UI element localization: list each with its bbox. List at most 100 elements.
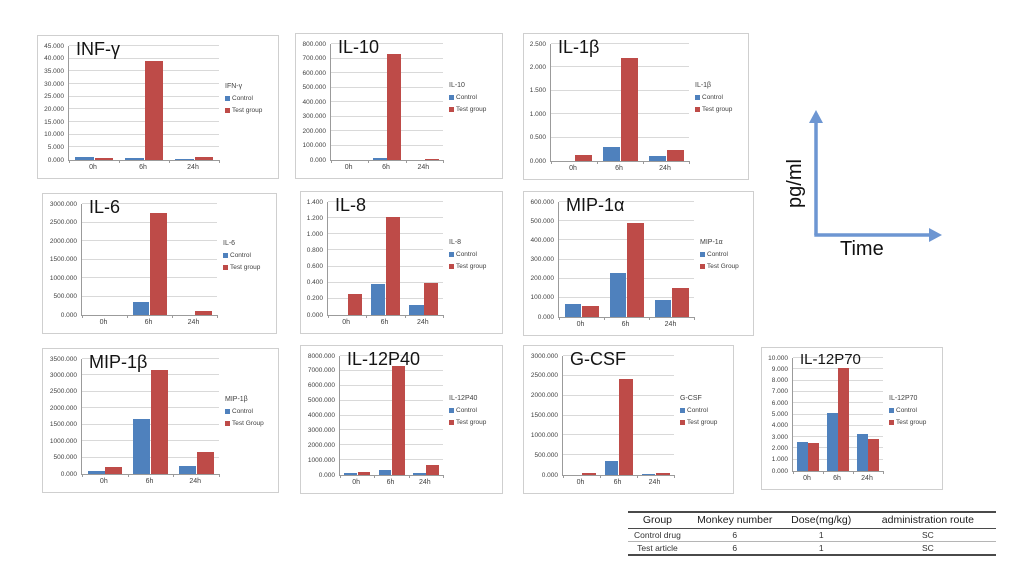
bar-control bbox=[648, 156, 666, 161]
legend-label: Test Group bbox=[232, 420, 264, 427]
y-tick-label: 2.500 bbox=[529, 40, 546, 48]
y-tick-label: 0.000 bbox=[60, 470, 77, 478]
y-tick-label: 700.000 bbox=[302, 55, 327, 62]
y-tick-label: 400.000 bbox=[530, 236, 555, 244]
chart-title: IL-1β bbox=[558, 37, 600, 57]
axis-diagram: pg/ml Time bbox=[778, 108, 954, 270]
y-tick-label: 5.000 bbox=[771, 411, 788, 418]
gridline bbox=[551, 113, 689, 115]
gridline bbox=[559, 220, 694, 222]
x-tick-label: 6h bbox=[613, 479, 622, 486]
bar-test-group bbox=[672, 287, 689, 317]
x-axis-tick-mark bbox=[636, 475, 638, 478]
gridline bbox=[340, 369, 443, 371]
y-tick-label: 1000.000 bbox=[530, 431, 558, 439]
y-tick-label: 0.400 bbox=[306, 279, 323, 287]
bar-test-group bbox=[194, 157, 214, 160]
gridline bbox=[563, 414, 674, 416]
table-header-cell: Group bbox=[642, 514, 673, 526]
x-axis-tick-mark bbox=[404, 315, 406, 318]
gridline bbox=[69, 146, 219, 148]
chart-title: IL-8 bbox=[335, 195, 367, 215]
legend-label: Test group bbox=[232, 107, 263, 114]
legend-title: IL-1β bbox=[695, 82, 712, 89]
bar-test-group bbox=[144, 60, 164, 160]
y-tick-label: 3000.000 bbox=[530, 352, 558, 360]
x-axis-tick-mark bbox=[563, 475, 564, 478]
gridline bbox=[69, 83, 219, 85]
gridline bbox=[563, 374, 674, 376]
x-axis-tick-mark bbox=[597, 161, 598, 164]
y-tick-label: 1000.000 bbox=[49, 437, 77, 445]
legend-swatch-test bbox=[889, 420, 894, 425]
x-tick-label: 0h bbox=[99, 478, 108, 485]
y-tick-label: 600.000 bbox=[302, 69, 327, 77]
bar-test-group bbox=[574, 154, 592, 161]
legend-item: Test group bbox=[449, 263, 499, 270]
x-tick-label: 6h bbox=[380, 319, 389, 326]
chart-title: MIP-1α bbox=[566, 195, 625, 215]
legend-label: Test group bbox=[456, 419, 487, 426]
legend-swatch-test bbox=[223, 265, 228, 270]
bar-test-group bbox=[195, 310, 212, 315]
bar-test-group bbox=[105, 466, 123, 474]
x-axis-tick-mark bbox=[443, 475, 444, 478]
y-tick-label: 1500.000 bbox=[49, 421, 77, 429]
bar-control bbox=[609, 273, 627, 317]
plot-area bbox=[792, 357, 884, 474]
legend-title: MIP-1α bbox=[700, 239, 723, 246]
y-tick-label: 2000.000 bbox=[49, 237, 77, 245]
x-axis-tick-mark bbox=[368, 160, 370, 163]
gridline bbox=[82, 440, 219, 442]
table-header-row: Group Monkey number Dose(mg/kg) administrat… bbox=[628, 513, 996, 529]
x-axis-tick-mark bbox=[443, 160, 444, 163]
gridline bbox=[793, 458, 883, 460]
chart-il-8: 0.000 0.200 0.400 0.600 0.800 1.000 1.200 1.400… bbox=[300, 191, 503, 334]
legend-swatch-test bbox=[695, 107, 700, 112]
legend-label: Test group bbox=[456, 106, 487, 113]
y-tick-label: 0.600 bbox=[306, 263, 323, 271]
legend: IL-1β Control Test group bbox=[695, 82, 745, 113]
y-tick-label: 10.000 bbox=[44, 131, 64, 139]
table-cell: 1 bbox=[818, 530, 824, 540]
y-tick-label: 2000.000 bbox=[307, 441, 335, 449]
x-axis-tick-mark bbox=[169, 160, 170, 163]
bar-test-group bbox=[424, 282, 439, 315]
gridline bbox=[563, 394, 674, 396]
legend-item: Test group bbox=[225, 107, 275, 114]
gridline bbox=[793, 402, 883, 404]
bar-control bbox=[604, 461, 619, 475]
plot-area bbox=[68, 45, 220, 163]
y-tick-label: 8000.000 bbox=[307, 352, 335, 360]
gridline bbox=[82, 456, 219, 458]
gridline bbox=[82, 390, 219, 392]
plot-area bbox=[339, 355, 444, 478]
gridline bbox=[793, 357, 883, 358]
x-tick-label: 6h bbox=[382, 164, 390, 171]
plot-area bbox=[550, 43, 690, 164]
bar-test-group bbox=[582, 306, 599, 317]
y-tick-label: 100.000 bbox=[530, 294, 555, 302]
legend-title: IFN-γ bbox=[225, 83, 243, 90]
plot-area bbox=[562, 355, 675, 478]
legend-swatch-control bbox=[449, 408, 454, 413]
gridline bbox=[69, 45, 219, 46]
y-tick-label: 0.000 bbox=[47, 156, 64, 164]
y-tick-label: 1.000 bbox=[306, 230, 323, 238]
legend-label: Control bbox=[687, 407, 708, 414]
y-tick-label: 0.000 bbox=[318, 471, 335, 479]
y-tick-label: 2500.000 bbox=[49, 219, 77, 226]
x-axis-tick-mark bbox=[443, 315, 444, 318]
gridline bbox=[793, 413, 883, 415]
y-tick-label: 40.000 bbox=[44, 55, 64, 63]
legend-item: Test group bbox=[889, 419, 939, 426]
gridline bbox=[82, 423, 219, 425]
chart-mip-1: 0.000 500.000 1000.000 1500.000 2000.000 2500… bbox=[42, 348, 279, 493]
gridline bbox=[69, 70, 219, 72]
y-tick-label: 1500.000 bbox=[530, 412, 558, 419]
y-tick-label: 0.000 bbox=[306, 311, 323, 319]
y-tick-label: 500.000 bbox=[53, 293, 78, 300]
legend-item: Control bbox=[225, 408, 275, 415]
legend-title: IL-6 bbox=[223, 240, 236, 247]
bar-test-group bbox=[385, 216, 401, 315]
